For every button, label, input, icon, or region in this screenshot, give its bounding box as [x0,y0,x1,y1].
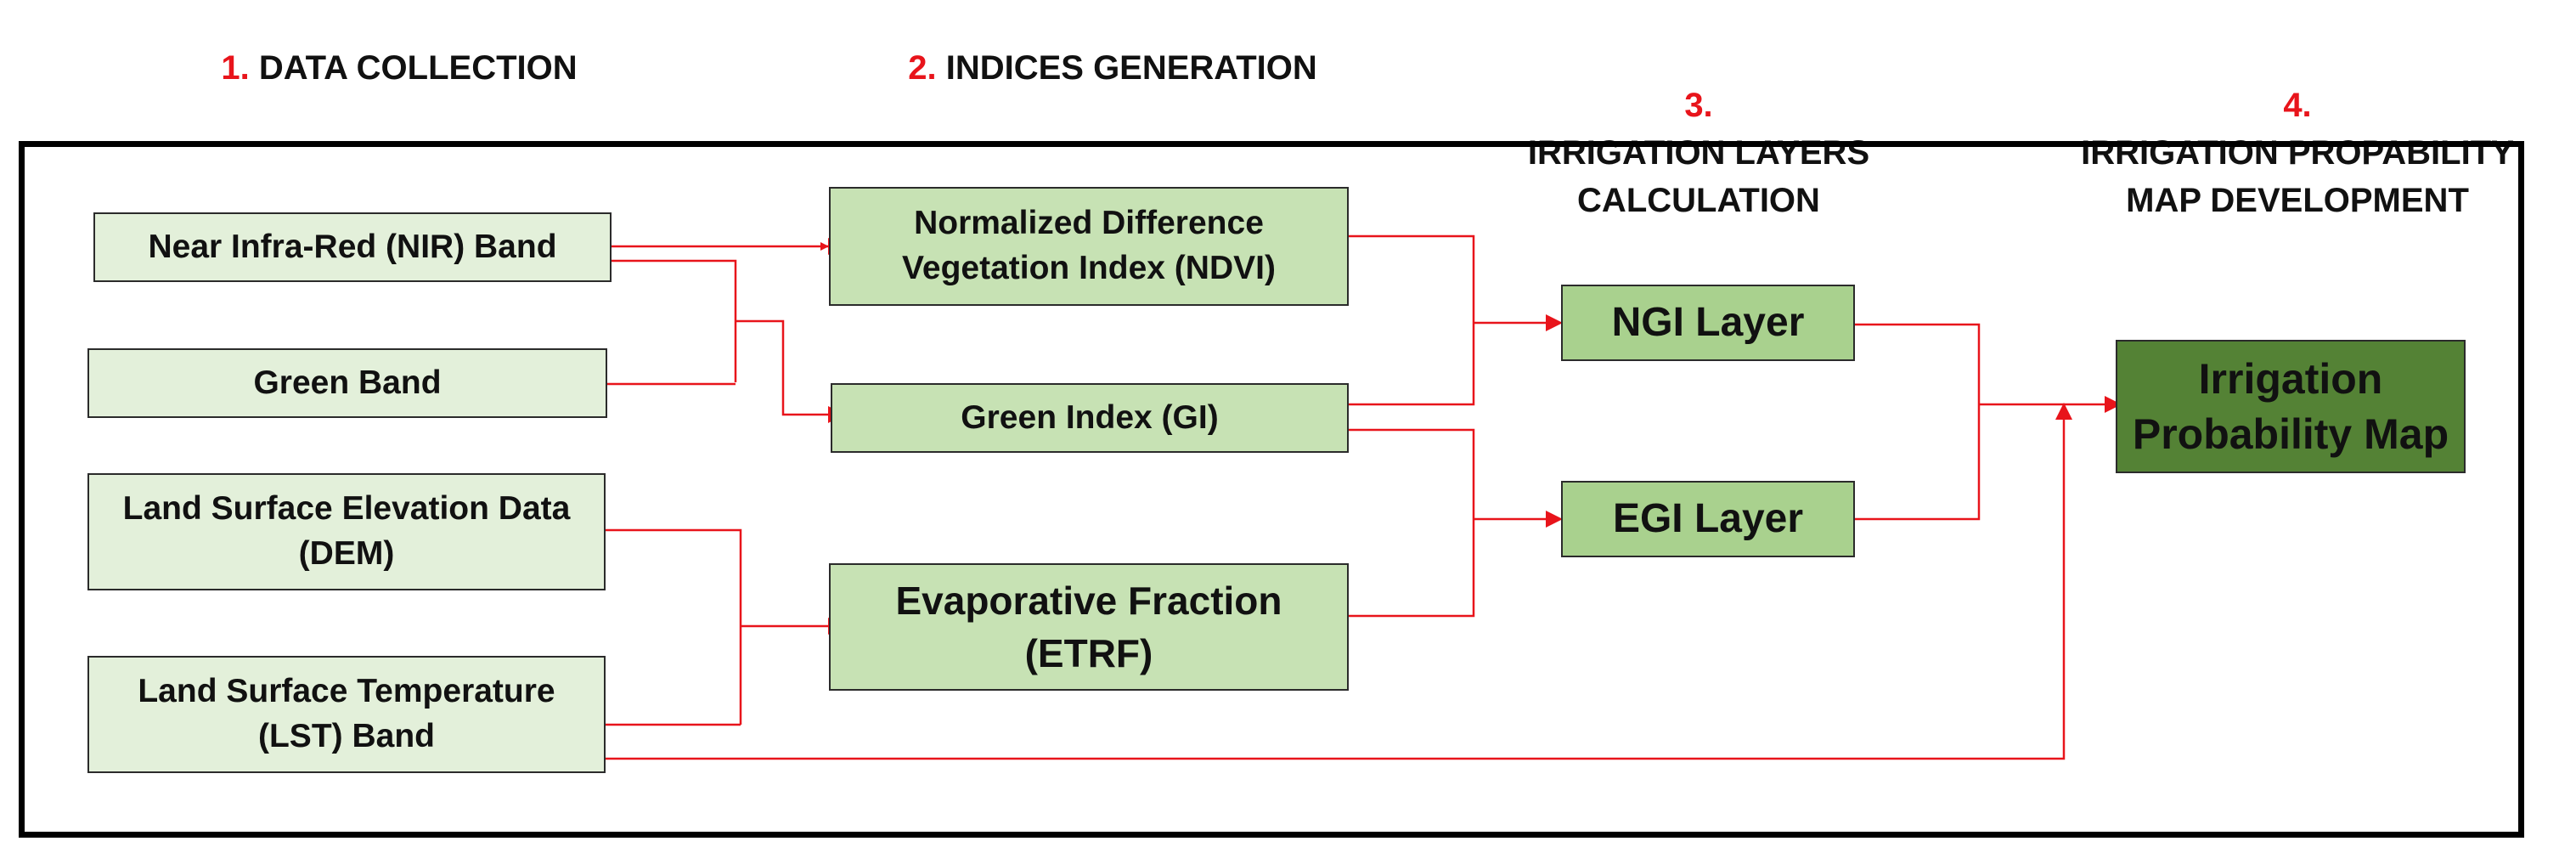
stage-number: 1. [221,49,250,87]
node-ndvi: Normalized Difference Vegetation Index (… [829,187,1349,306]
stage-number: 4. [2283,87,2312,124]
stage-header-irrigation-layers: 3. IRRIGATION LAYERS CALCULATION [1461,34,1936,224]
stage-label: INDICES GENERATION [945,49,1317,87]
arrowhead-lst-up [2055,403,2072,420]
connector-nir-branch [610,259,737,382]
stage-number: 3. [1684,87,1713,124]
node-irrigation-probability-map: Irrigation Probability Map [2116,340,2466,473]
node-nir-band: Near Infra-Red (NIR) Band [93,212,612,282]
node-lst-band: Land Surface Temperature (LST) Band [87,656,606,773]
connector-gi-out [1348,428,1475,618]
stage-header-probability-map: 4. IRRIGATION PROPABILITY MAP DEVELOPMEN… [2030,34,2565,224]
arrowhead-map [2105,396,2122,413]
node-green-index: Green Index (GI) [831,383,1349,453]
arrowhead-egi [1546,511,1563,528]
connector-ndvi-out [1348,234,1475,406]
arrow-nir-green-to-gi [736,319,828,416]
stage-number: 2. [908,49,937,87]
node-dem: Land Surface Elevation Data (DEM) [87,473,606,590]
arrowhead-ngi [1546,314,1563,331]
stage-label: IRRIGATION PROPABILITY MAP DEVELOPMENT [2081,134,2514,219]
node-egi-layer: EGI Layer [1561,481,1855,557]
workflow-frame [19,141,2524,838]
stage-label: IRRIGATION LAYERS CALCULATION [1527,134,1870,219]
node-etrf: Evaporative Fraction (ETRF) [829,563,1349,691]
connector-ngi-egi-out [1854,323,1981,521]
node-ngi-layer: NGI Layer [1561,285,1855,361]
node-green-band: Green Band [87,348,607,418]
stage-header-data-collection: 1. DATA COLLECTION [136,44,662,92]
connector-dem-branch [605,528,742,725]
arrow-lst-to-probability-map [605,411,2066,760]
stage-header-indices-generation: 2. INDICES GENERATION [837,44,1389,92]
stage-label: DATA COLLECTION [258,49,578,87]
